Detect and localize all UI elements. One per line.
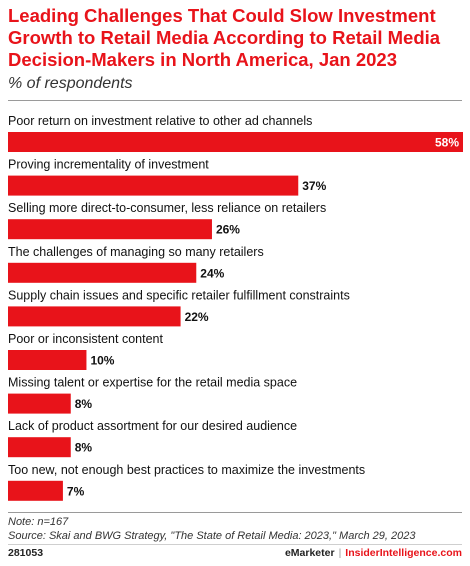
bar bbox=[8, 219, 212, 240]
value-label: 37% bbox=[302, 179, 326, 193]
source-text: Source: Skai and BWG Strategy, "The Stat… bbox=[8, 530, 416, 542]
bar bbox=[8, 132, 463, 152]
category-label: Too new, not enough best practices to ma… bbox=[8, 463, 365, 477]
category-label: Lack of product assortment for our desir… bbox=[8, 419, 297, 433]
category-label: Poor or inconsistent content bbox=[8, 332, 163, 346]
category-label: Poor return on investment relative to ot… bbox=[8, 114, 312, 128]
bar bbox=[8, 175, 299, 196]
value-label: 26% bbox=[216, 223, 240, 237]
value-label: 24% bbox=[200, 266, 224, 280]
brand-insider-intelligence: InsiderIntelligence.com bbox=[345, 547, 462, 559]
footer-divider bbox=[8, 544, 462, 545]
bar bbox=[8, 437, 71, 458]
category-label: Selling more direct-to-consumer, less re… bbox=[8, 201, 326, 215]
brand-separator: | bbox=[338, 547, 342, 559]
category-label: Missing talent or expertise for the reta… bbox=[8, 376, 297, 390]
brand-emarketer: eMarketer bbox=[284, 547, 335, 559]
notes-block: Note: n=167 Source: Skai and BWG Strateg… bbox=[8, 515, 415, 543]
value-label: 8% bbox=[75, 397, 93, 411]
category-label: The challenges of managing so many retai… bbox=[8, 245, 264, 259]
value-label: 7% bbox=[67, 484, 85, 498]
chart-id: 281053 bbox=[8, 547, 44, 559]
brand: eMarketer | InsiderIntelligence.com bbox=[285, 547, 462, 559]
bar bbox=[8, 262, 197, 283]
chart-title: Leading Challenges That Could Slow Inves… bbox=[8, 5, 441, 70]
bottom-divider bbox=[8, 512, 462, 513]
value-label: 22% bbox=[185, 310, 209, 324]
value-label: 58% bbox=[435, 136, 459, 150]
category-label: Proving incrementality of investment bbox=[8, 158, 209, 172]
category-label: Supply chain issues and specific retaile… bbox=[8, 288, 350, 302]
note-text: Note: n=167 bbox=[8, 516, 69, 528]
bar bbox=[8, 350, 87, 370]
footer: 281053 eMarketer | InsiderIntelligence.com bbox=[8, 547, 462, 563]
chart-subtitle: % of respondents bbox=[8, 75, 133, 92]
value-label: 10% bbox=[90, 354, 114, 368]
bar bbox=[8, 393, 71, 414]
bar bbox=[8, 306, 181, 327]
top-divider bbox=[8, 100, 462, 101]
bar bbox=[8, 480, 63, 501]
value-label: 8% bbox=[75, 441, 93, 455]
